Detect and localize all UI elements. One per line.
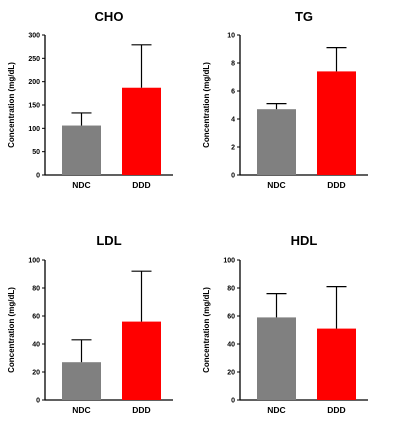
panel-tg: TG Concentration (mg/dL) 0 2 4 6 8 10 NDC DDD [202, 9, 368, 190]
y-tick-label: 150 [28, 103, 40, 110]
y-tick-label: 100 [28, 258, 40, 265]
chart-title: TG [295, 9, 313, 24]
y-tick-label: 60 [32, 314, 40, 321]
bar-ddd [317, 328, 356, 400]
y-tick-label: 0 [231, 173, 235, 180]
y-tick-label: 80 [227, 286, 235, 293]
y-tick-label: 20 [227, 370, 235, 377]
bar-ndc [62, 125, 101, 175]
y-tick-label: 20 [32, 370, 40, 377]
chart-title: CHO [95, 9, 124, 24]
y-tick-label: 50 [32, 149, 40, 156]
x-tick-label-ddd: DDD [132, 180, 150, 190]
bar-ndc [257, 109, 296, 175]
y-tick-label: 0 [36, 173, 40, 180]
panel-ldl: LDL Concentration (mg/dL) 0 20 40 60 80 100 NDC D… [7, 233, 173, 415]
bar-ndc [257, 317, 296, 400]
panel-cho: CHO Concentration (mg/dL) 0 50 100 150 200 250 3… [7, 9, 173, 190]
x-tick-label-ddd: DDD [132, 405, 150, 415]
y-tick-label: 4 [231, 117, 235, 124]
chart-title: LDL [96, 233, 121, 248]
y-axis-label: Concentration (mg/dL) [7, 287, 16, 373]
x-tick-label-ndc: NDC [267, 405, 285, 415]
y-tick-label: 40 [32, 342, 40, 349]
x-tick-label-ndc: NDC [72, 405, 90, 415]
x-tick-label-ndc: NDC [72, 180, 90, 190]
y-tick-label: 100 [223, 258, 235, 265]
y-tick-label: 200 [28, 79, 40, 86]
bar-ndc [62, 362, 101, 400]
y-tick-label: 40 [227, 342, 235, 349]
y-tick-label: 300 [28, 33, 40, 40]
chart-title: HDL [291, 233, 318, 248]
x-tick-label-ddd: DDD [327, 180, 345, 190]
y-tick-label: 8 [231, 61, 235, 68]
y-tick-label: 60 [227, 314, 235, 321]
y-tick-label: 80 [32, 286, 40, 293]
y-axis-label: Concentration (mg/dL) [202, 287, 211, 373]
y-tick-label: 0 [36, 398, 40, 405]
x-tick-label-ndc: NDC [267, 180, 285, 190]
bar-ddd [122, 321, 161, 400]
bar-ddd [317, 71, 356, 175]
y-tick-label: 100 [28, 126, 40, 133]
y-tick-label: 250 [28, 56, 40, 63]
y-axis-label: Concentration (mg/dL) [7, 62, 16, 148]
y-tick-label: 2 [231, 145, 235, 152]
y-tick-label: 10 [227, 33, 235, 40]
bar-ddd [122, 87, 161, 175]
y-tick-label: 6 [231, 89, 235, 96]
y-tick-label: 0 [231, 398, 235, 405]
panel-hdl: HDL Concentration (mg/dL) 0 20 40 60 80 100 NDC D… [202, 233, 368, 415]
x-tick-label-ddd: DDD [327, 405, 345, 415]
y-axis-label: Concentration (mg/dL) [202, 62, 211, 148]
